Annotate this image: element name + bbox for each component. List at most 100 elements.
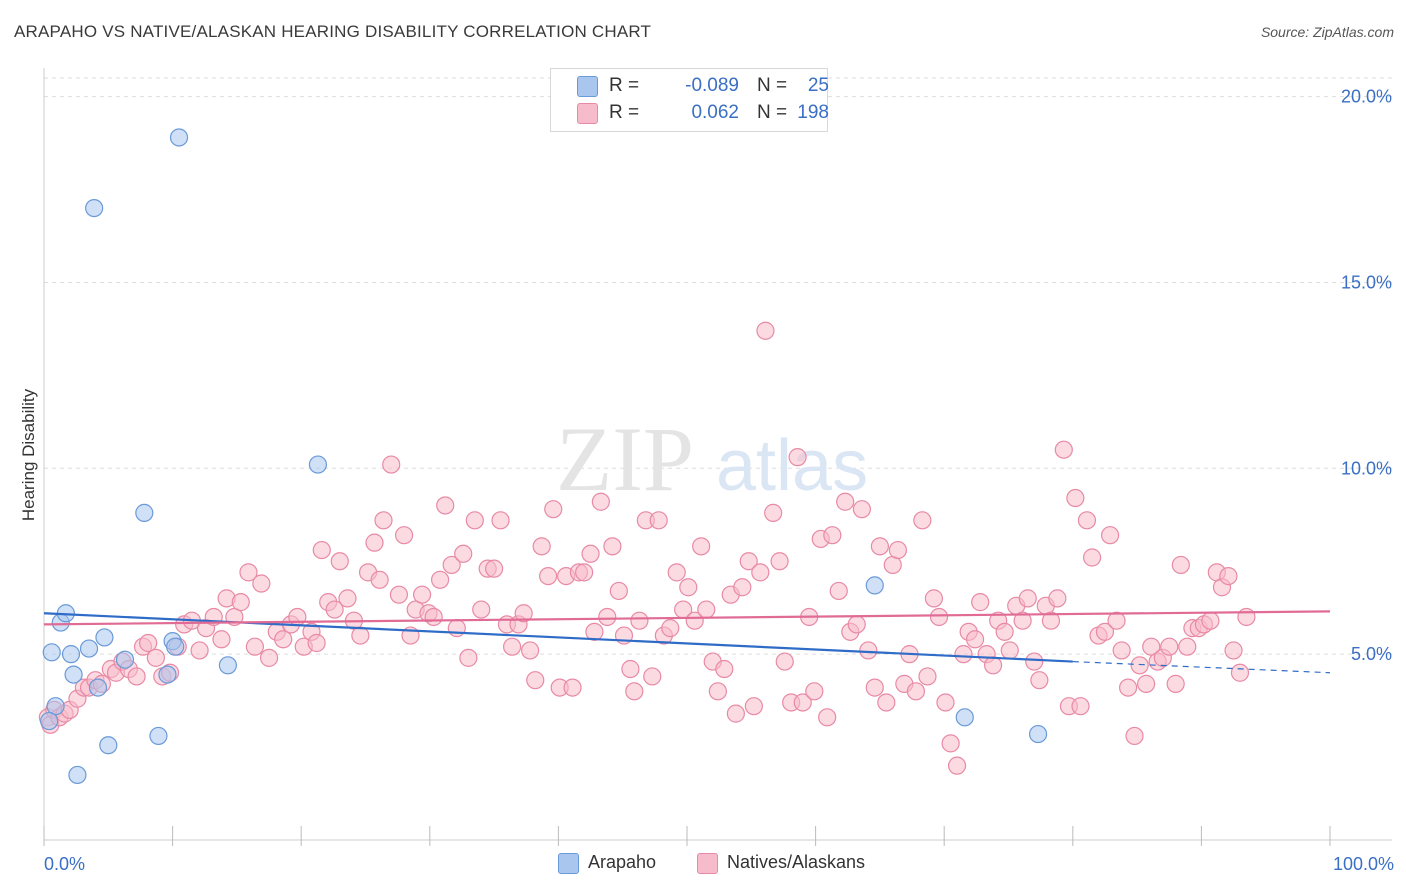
natives-point	[514, 604, 533, 623]
natives-point	[239, 563, 258, 582]
natives-point	[575, 563, 594, 582]
y-tick-label: 10.0%	[1341, 458, 1392, 478]
n-value: 25	[807, 75, 829, 96]
natives-point	[1013, 611, 1032, 630]
natives-legend-swatch	[697, 853, 718, 874]
natives-point	[924, 589, 944, 608]
natives-point	[788, 448, 807, 467]
natives-point	[818, 708, 837, 727]
natives-point	[621, 659, 640, 679]
natives-point	[190, 641, 209, 660]
natives-point	[312, 540, 331, 560]
natives-point	[823, 526, 842, 545]
natives-point	[532, 537, 551, 556]
natives-point	[852, 500, 871, 519]
natives-point	[947, 756, 967, 775]
natives-point	[436, 496, 455, 515]
natives-point	[805, 682, 824, 701]
natives-point	[1112, 641, 1131, 660]
natives-point	[1237, 607, 1256, 627]
natives-point	[412, 585, 432, 604]
natives-point	[307, 633, 326, 653]
arapaho-swatch	[577, 76, 598, 97]
trend-lines	[43, 610, 1331, 674]
natives-point	[667, 563, 686, 582]
natives-point	[231, 593, 250, 612]
natives-point	[430, 570, 450, 589]
natives-point	[598, 607, 617, 627]
arapaho-trend-extension	[1072, 660, 1331, 674]
natives-point	[1230, 663, 1250, 682]
natives-point	[472, 600, 491, 619]
arapaho-point	[158, 665, 177, 684]
natives-point	[751, 563, 770, 582]
natives-point	[1100, 526, 1120, 545]
natives-point	[351, 626, 370, 645]
natives-point	[1130, 656, 1149, 675]
natives-point	[847, 615, 866, 634]
natives-point	[941, 734, 960, 753]
natives-point	[1137, 674, 1156, 693]
natives-point	[685, 611, 704, 630]
natives-point	[865, 678, 884, 697]
natives-point	[649, 511, 668, 530]
natives-point	[739, 552, 758, 571]
arapaho-point	[68, 765, 87, 785]
arapaho-point	[1028, 724, 1048, 744]
r-value: 0.062	[691, 102, 739, 123]
source-label: Source: ZipAtlas.com	[1260, 24, 1394, 40]
natives-point	[591, 492, 610, 511]
natives-point	[971, 593, 990, 612]
natives-point	[1071, 697, 1090, 716]
natives-point	[544, 500, 563, 519]
arapaho-point	[99, 736, 118, 755]
natives-point	[581, 544, 600, 563]
arapaho-point	[64, 665, 83, 684]
natives-point	[609, 581, 628, 601]
natives-point	[465, 511, 484, 530]
natives-point	[775, 652, 794, 671]
arapaho-point	[85, 198, 104, 218]
natives-point	[1066, 488, 1085, 508]
natives-point	[491, 511, 510, 530]
natives-point	[1201, 611, 1220, 630]
natives-point	[697, 600, 716, 619]
natives-point	[374, 511, 393, 530]
arapaho-point	[308, 455, 328, 474]
natives-point	[726, 704, 745, 723]
arapaho-point	[135, 503, 154, 522]
natives-point	[679, 578, 698, 597]
natives-point	[338, 589, 357, 608]
watermark-zip: ZIP	[556, 408, 694, 510]
arapaho-point	[166, 637, 185, 656]
arapaho-point	[61, 645, 81, 664]
arapaho-point	[95, 628, 114, 647]
r-value: -0.089	[685, 75, 739, 96]
natives-point	[1048, 589, 1067, 608]
arapaho-point	[169, 128, 189, 147]
natives-point	[936, 693, 955, 712]
natives-point	[1219, 566, 1238, 586]
y-axis-label: Hearing Disability	[19, 388, 38, 521]
natives-point	[442, 555, 461, 575]
natives-legend-label: Natives/Alaskans	[727, 852, 866, 872]
arapaho-point	[42, 643, 61, 662]
r-label: R =	[609, 102, 640, 123]
natives-point	[365, 533, 384, 552]
natives-point	[330, 552, 349, 571]
natives-point	[643, 667, 662, 686]
natives-point	[870, 537, 890, 556]
chart-title: ARAPAHO VS NATIVE/ALASKAN HEARING DISABI…	[14, 22, 652, 41]
natives-point	[1107, 611, 1126, 630]
natives-point	[913, 511, 932, 530]
natives-point	[1178, 637, 1197, 656]
natives-point	[906, 682, 926, 701]
natives-point	[1160, 637, 1179, 656]
natives-point	[459, 648, 478, 667]
natives-point	[836, 492, 855, 511]
natives-point	[715, 659, 734, 679]
natives-point	[1025, 652, 1044, 671]
natives-point	[1041, 611, 1061, 630]
arapaho-trend-line	[43, 612, 1073, 663]
natives-point	[965, 630, 985, 649]
